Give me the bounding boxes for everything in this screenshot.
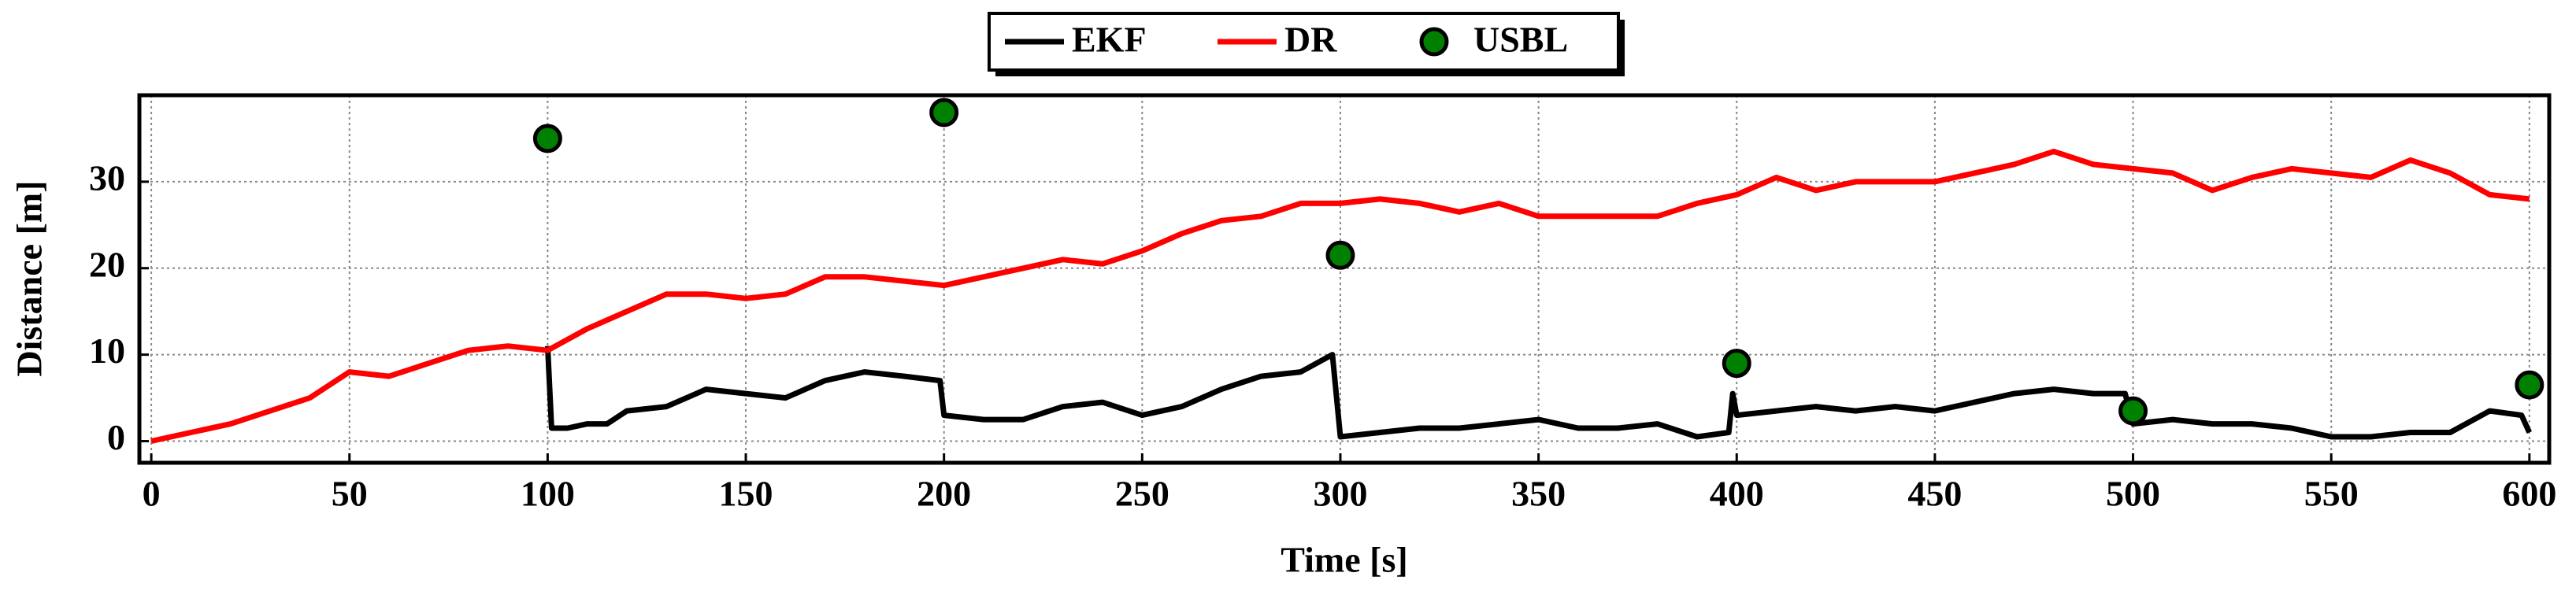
x-tick-label: 450: [1907, 474, 1962, 514]
y-tick-label: 0: [107, 417, 125, 457]
series-line: [150, 148, 2530, 444]
x-tick-label: 500: [2106, 474, 2160, 514]
legend-marker: [1419, 27, 1449, 57]
y-tick-label: 20: [89, 244, 125, 284]
x-tick-label: 150: [719, 474, 773, 514]
usbl-point: [532, 124, 562, 153]
usbl-point: [929, 98, 959, 127]
x-tick-label: 250: [1115, 474, 1169, 514]
usbl-point: [2515, 370, 2544, 400]
usbl-point: [1722, 349, 1751, 379]
plot-frame: [137, 93, 2552, 465]
x-tick-label: 200: [917, 474, 971, 514]
y-axis-label: Distance [m]: [9, 180, 50, 376]
y-tick-label: 30: [89, 157, 125, 198]
x-tick-label: 400: [1710, 474, 1764, 514]
x-tick-label: 50: [332, 474, 368, 514]
x-tick-label: 600: [2502, 474, 2556, 514]
x-axis-label: Time [s]: [1281, 540, 1407, 580]
usbl-point: [1325, 240, 1355, 270]
x-tick-label: 300: [1313, 474, 1367, 514]
y-tick-label: 10: [89, 331, 125, 371]
series-line: [544, 345, 2532, 440]
x-tick-label: 100: [521, 474, 575, 514]
legend-label: USBL: [1473, 20, 1568, 60]
usbl-point: [2118, 396, 2148, 426]
legend-label: EKF: [1072, 20, 1147, 60]
legend-label: DR: [1284, 20, 1337, 60]
x-tick-label: 350: [1511, 474, 1566, 514]
x-tick-label: 550: [2304, 474, 2359, 514]
legend-box: [988, 12, 1620, 72]
x-tick-label: 0: [143, 474, 161, 514]
